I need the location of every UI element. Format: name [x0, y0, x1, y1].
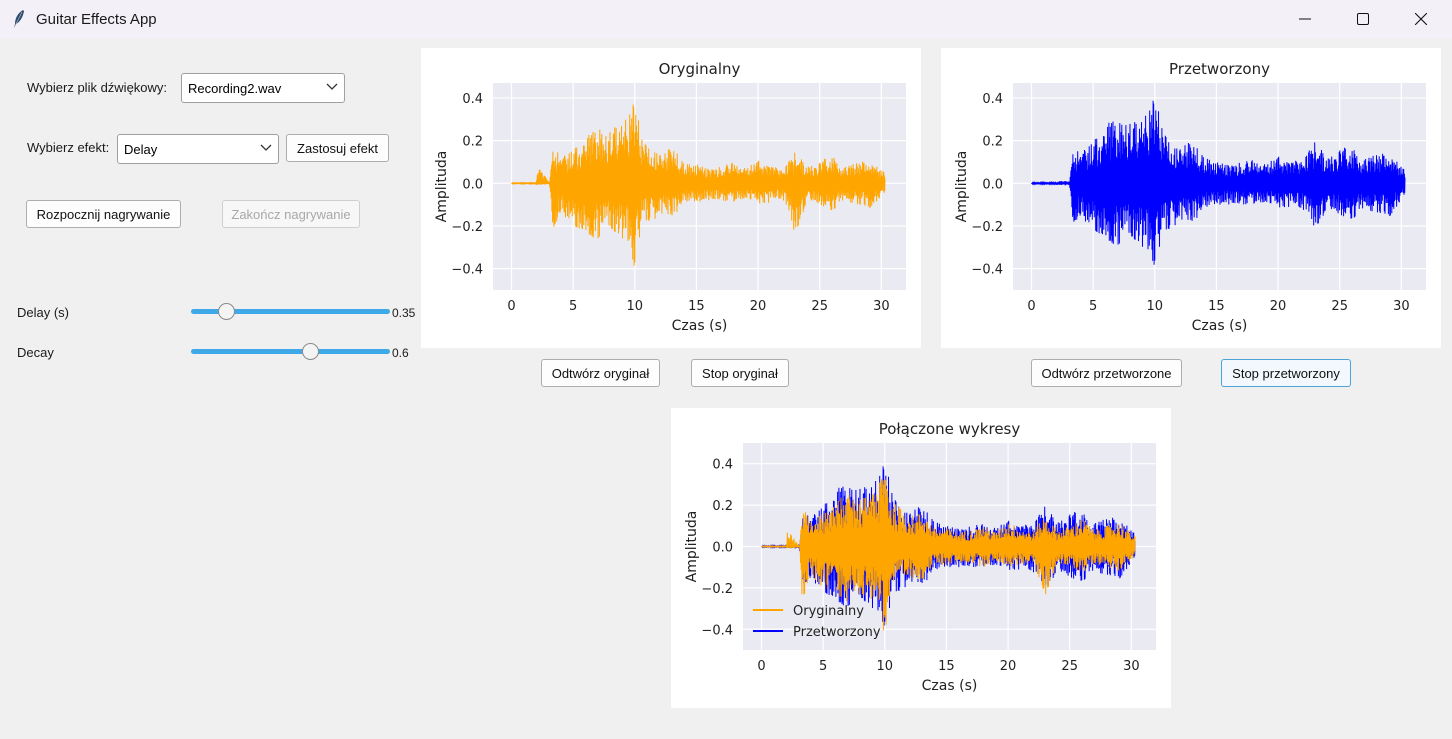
play-processed-button[interactable]: Odtwórz przetworzone [1031, 359, 1182, 387]
x-tick-label: 15 [1208, 299, 1225, 314]
client-area: Wybierz plik dźwiękowy: Recording2.wav W… [0, 38, 1452, 739]
delay-slider-thumb[interactable] [217, 303, 235, 320]
chevron-down-icon [326, 83, 338, 90]
minimize-icon [1299, 18, 1311, 20]
combined-plot: 0 5 10 15 20 25 30 −0.4 −0.2 0.0 0.2 0.4 Połączone w… [671, 408, 1171, 708]
x-axis-label: Czas (s) [672, 318, 728, 334]
y-tick-label: −0.4 [701, 623, 733, 638]
decay-value: 0.6 [392, 346, 409, 360]
minimize-button[interactable] [1276, 0, 1334, 38]
y-tick-label: 0.4 [712, 458, 733, 473]
feather-icon [14, 10, 24, 28]
y-axis-label: Amplituda [954, 151, 970, 223]
chart-title: Oryginalny [659, 60, 741, 78]
stop-original-button[interactable]: Stop oryginał [691, 359, 789, 387]
y-tick-label: 0.2 [982, 135, 1003, 150]
x-tick-label: 25 [811, 299, 828, 314]
original-plot: 0 5 10 15 20 25 30 −0.4 −0.2 0.0 0.2 0.4 Oryginalny C… [421, 48, 921, 348]
stop-recording-button[interactable]: Zakończ nagrywanie [222, 200, 360, 228]
x-tick-label: 5 [569, 299, 577, 314]
legend-label: Oryginalny [793, 604, 864, 619]
y-axis-label: Amplituda [434, 151, 450, 223]
x-tick-label: 5 [819, 659, 827, 674]
close-icon [1415, 13, 1427, 25]
x-axis-label: Czas (s) [1192, 318, 1248, 334]
maximize-icon [1357, 13, 1369, 25]
x-tick-label: 25 [1331, 299, 1348, 314]
decay-slider-thumb[interactable] [302, 343, 320, 360]
stop-processed-button[interactable]: Stop przetworzony [1221, 359, 1351, 387]
close-button[interactable] [1392, 0, 1450, 38]
effect-select-label: Wybierz efekt: [27, 140, 110, 155]
original-waveform-chart: 0 5 10 15 20 25 30 −0.4 −0.2 0.0 0.2 0.4 Oryginalny C… [434, 60, 906, 334]
y-tick-label: 0.2 [462, 135, 483, 150]
x-tick-label: 20 [1000, 659, 1017, 674]
y-tick-label: 0.4 [982, 92, 1003, 107]
x-tick-label: 10 [627, 299, 644, 314]
chart-title: Przetworzony [1169, 60, 1270, 78]
waveform-series-line [1031, 100, 1406, 265]
x-axis-label: Czas (s) [922, 678, 978, 694]
delay-slider-track [191, 309, 390, 314]
x-tick-label: 0 [757, 659, 765, 674]
play-original-button[interactable]: Odtwórz oryginał [541, 359, 660, 387]
x-tick-label: 20 [750, 299, 767, 314]
combined-waveform-chart: 0 5 10 15 20 25 30 −0.4 −0.2 0.0 0.2 0.4 Połączone w… [684, 420, 1156, 694]
x-tick-label: 30 [1393, 299, 1410, 314]
y-tick-label: 0.0 [982, 177, 1003, 192]
x-tick-label: 30 [1123, 659, 1140, 674]
delay-value: 0.35 [392, 306, 416, 320]
y-tick-label: −0.2 [971, 220, 1003, 235]
effect-select-value: Delay [124, 142, 158, 157]
delay-slider-label: Delay (s) [17, 305, 70, 320]
x-tick-label: 15 [688, 299, 705, 314]
maximize-button[interactable] [1334, 0, 1392, 38]
chart-title: Połączone wykresy [879, 420, 1021, 438]
y-tick-label: 0.0 [712, 541, 733, 556]
decay-slider-label: Decay [17, 345, 54, 360]
x-tick-label: 0 [1027, 299, 1035, 314]
processed-plot: 0 5 10 15 20 25 30 −0.4 −0.2 0.0 0.2 0.4 Przetworzon… [941, 48, 1441, 348]
start-recording-button[interactable]: Rozpocznij nagrywanie [26, 200, 181, 228]
file-select-value: Recording2.wav [188, 81, 282, 96]
x-tick-label: 20 [1270, 299, 1287, 314]
x-tick-label: 10 [877, 659, 894, 674]
file-select[interactable]: Recording2.wav [181, 73, 345, 103]
y-tick-label: 0.0 [462, 177, 483, 192]
decay-slider-track [191, 349, 390, 354]
window-title: Guitar Effects App [36, 11, 157, 28]
decay-slider[interactable] [191, 341, 390, 363]
y-tick-label: 0.2 [712, 499, 733, 514]
y-tick-label: 0.4 [462, 92, 483, 107]
y-axis-label: Amplituda [684, 511, 700, 583]
delay-slider[interactable] [191, 301, 390, 323]
x-tick-label: 15 [938, 659, 955, 674]
file-select-label: Wybierz plik dźwiękowy: [27, 80, 168, 95]
x-tick-label: 30 [873, 299, 890, 314]
legend-label: Przetworzony [793, 625, 881, 640]
chevron-down-icon [260, 144, 272, 151]
title-bar: Guitar Effects App [0, 0, 1452, 38]
effect-select[interactable]: Delay [117, 134, 279, 164]
x-tick-label: 10 [1147, 299, 1164, 314]
y-tick-label: −0.2 [701, 582, 733, 597]
x-tick-label: 5 [1089, 299, 1097, 314]
apply-effect-button[interactable]: Zastosuj efekt [286, 134, 389, 162]
processed-waveform-chart: 0 5 10 15 20 25 30 −0.4 −0.2 0.0 0.2 0.4 Przetworzon… [954, 60, 1426, 334]
y-tick-label: −0.4 [451, 263, 483, 278]
x-tick-label: 0 [507, 299, 515, 314]
x-tick-label: 25 [1061, 659, 1078, 674]
y-tick-label: −0.2 [451, 220, 483, 235]
waveform-series-line [511, 104, 886, 266]
waveform-series-line [761, 478, 1136, 631]
y-tick-label: −0.4 [971, 263, 1003, 278]
